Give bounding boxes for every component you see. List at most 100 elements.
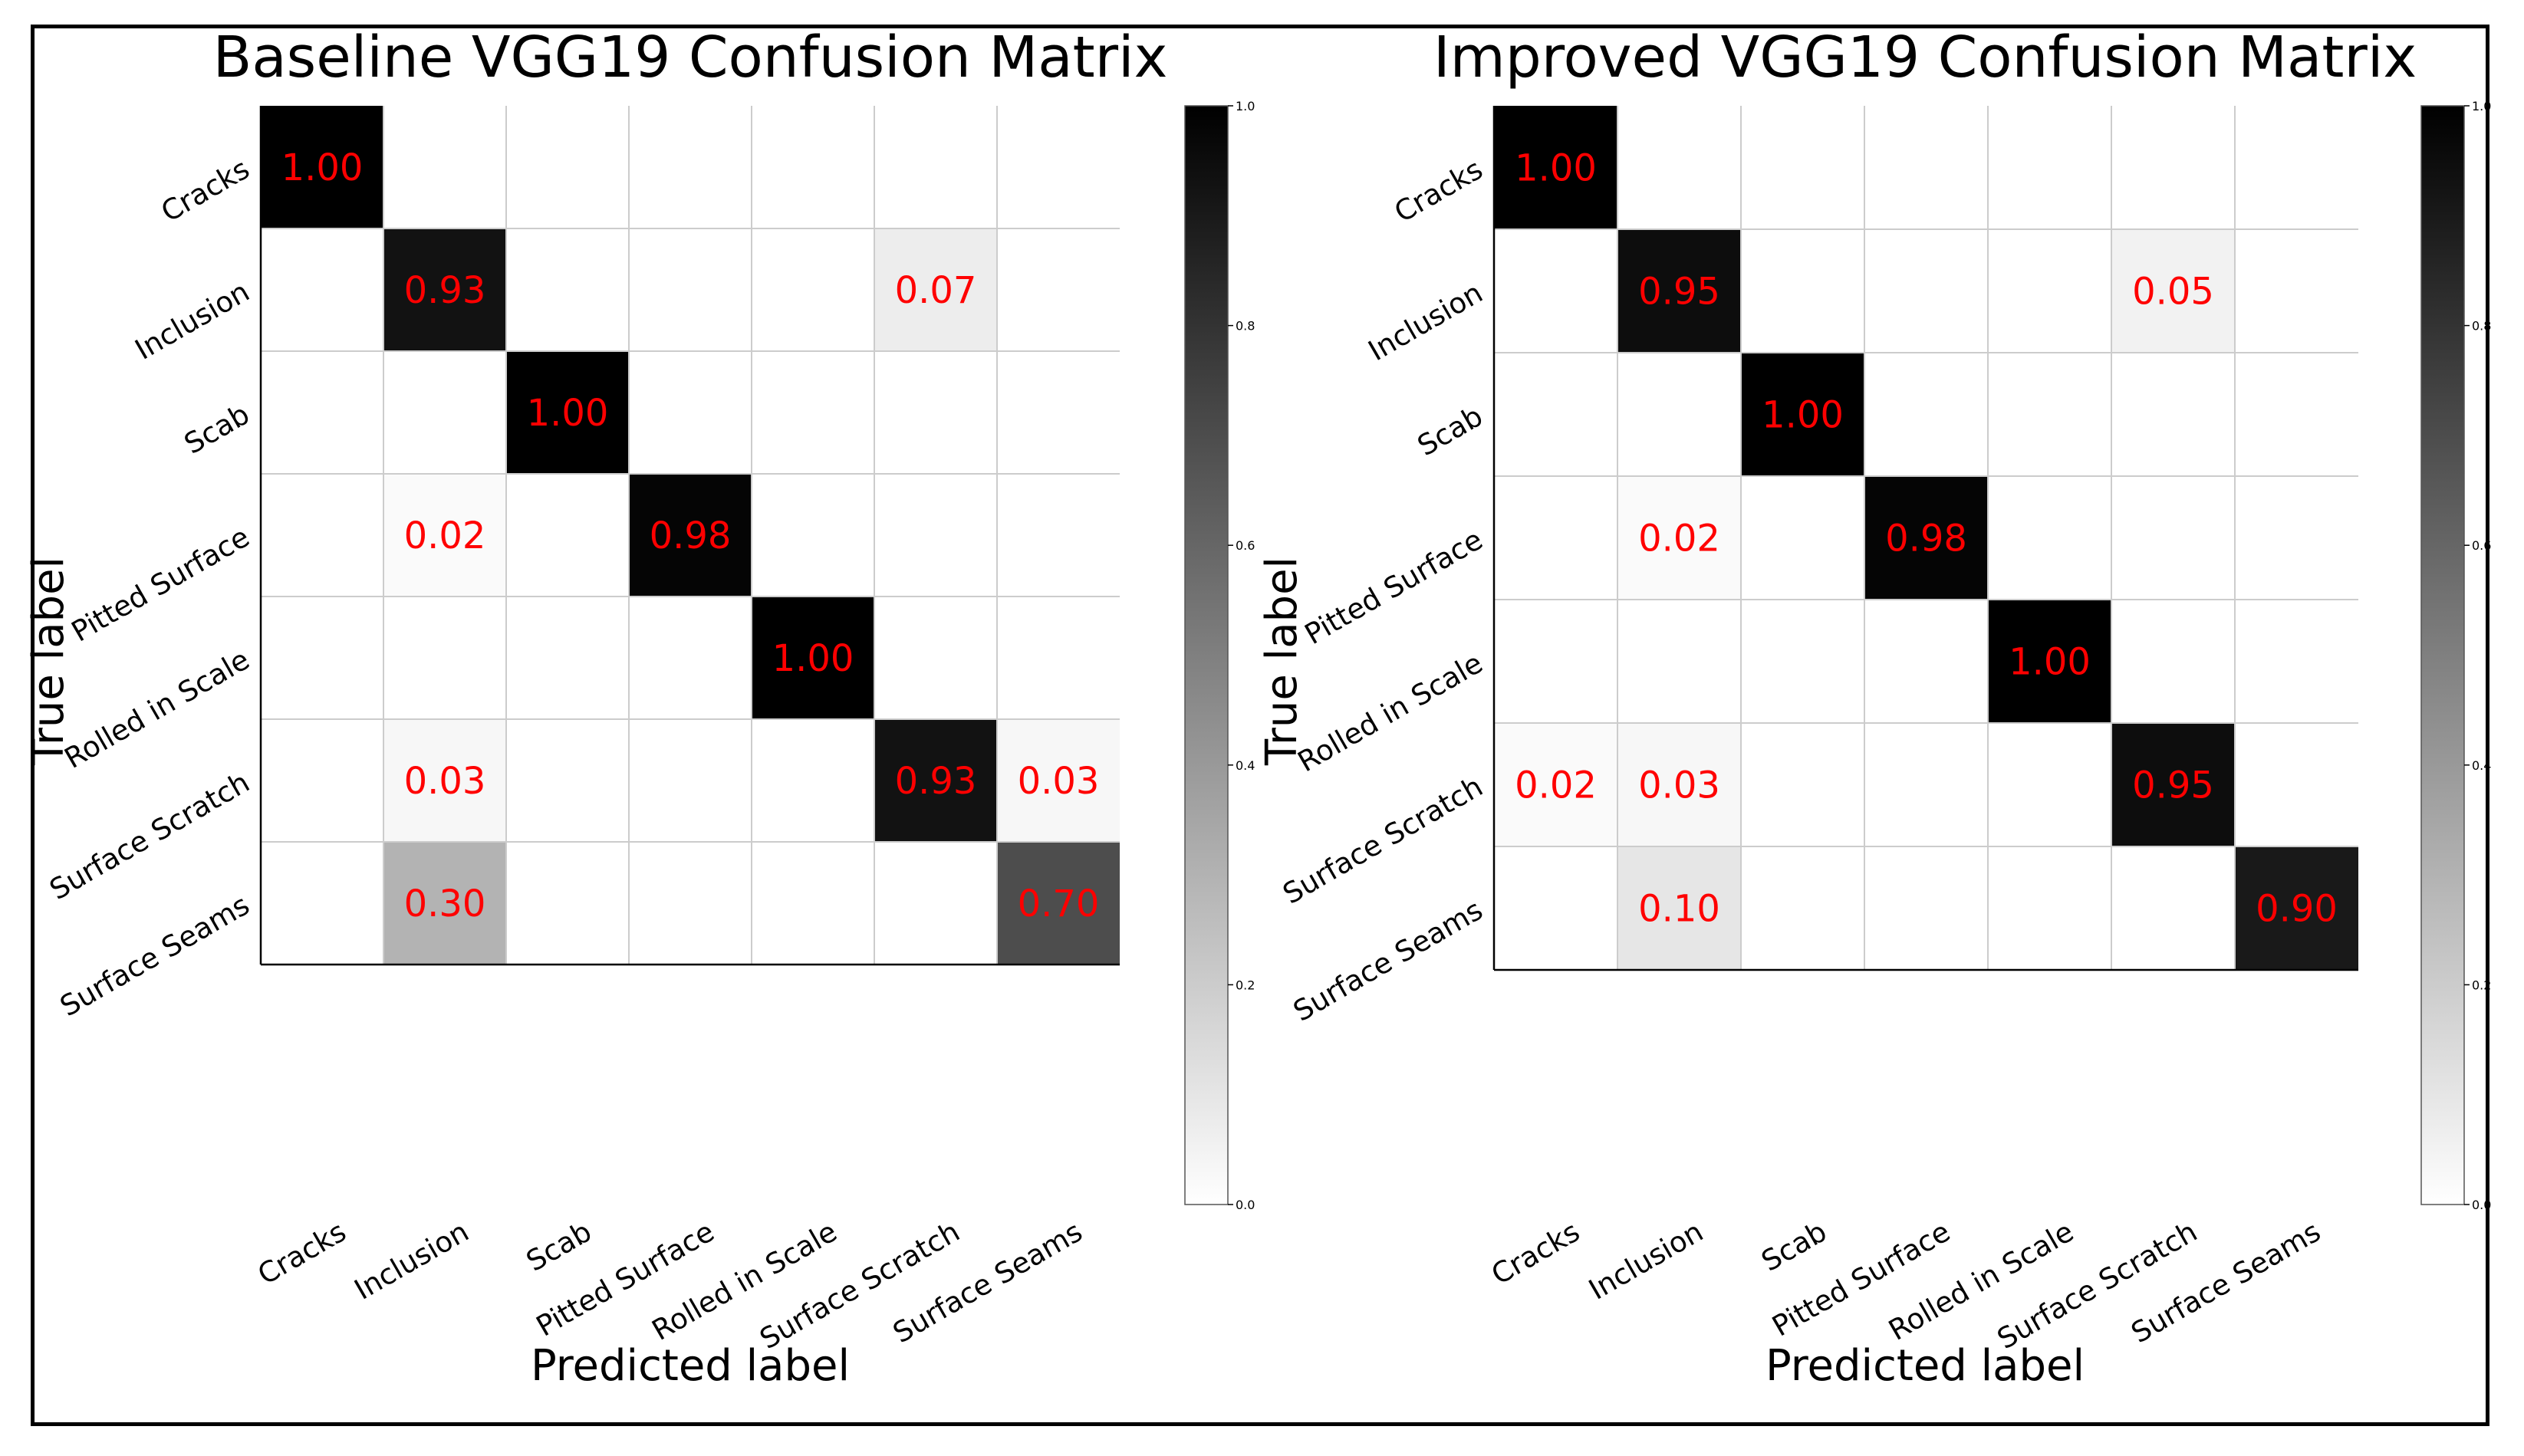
cell-value-label: 0.10 — [1638, 888, 1720, 931]
matrix-cell — [997, 719, 1120, 842]
y-tick-label: Pitted Surface — [66, 521, 255, 649]
matrix-cell — [261, 842, 383, 965]
colorbar-tick-label: 0.0 — [2472, 1198, 2491, 1212]
matrix-cell — [383, 351, 506, 474]
colorbar-tick-label: 0.0 — [1236, 1198, 1255, 1212]
colorbar-tick-label: 0.6 — [2472, 538, 2491, 553]
matrix-cell — [1494, 353, 1617, 476]
matrix-cell — [1494, 600, 1617, 723]
cell-value-label: 0.93 — [404, 269, 486, 312]
cell-value-label: 1.00 — [281, 146, 364, 189]
matrix-cell — [506, 719, 629, 842]
matrix-cell — [506, 351, 629, 474]
matrix-cell — [2235, 229, 2358, 353]
matrix-cell — [1617, 600, 1741, 723]
cell-value-label: 0.90 — [2256, 888, 2338, 931]
colorbar-tick-label: 0.2 — [2472, 978, 2491, 992]
cell-value-label: 0.95 — [2132, 764, 2214, 807]
matrix-cell — [874, 351, 997, 474]
matrix-cell — [1617, 229, 1741, 353]
y-tick-label: Surface Seams — [1288, 893, 1488, 1028]
matrix-cell — [261, 106, 383, 228]
matrix-cell — [506, 106, 629, 228]
matrix-cell — [1988, 229, 2111, 353]
matrix-cell — [1864, 229, 1988, 353]
matrix-cell — [2111, 600, 2235, 723]
cell-value-label: 0.02 — [1638, 518, 1720, 560]
matrix-cell — [1494, 723, 1617, 846]
matrix-cell — [629, 228, 752, 351]
matrix-cell — [1494, 106, 1617, 229]
matrix-cell — [874, 597, 997, 719]
matrix-cell — [2235, 476, 2358, 600]
cell-value-label: 1.00 — [772, 637, 854, 680]
cell-value-label: 0.03 — [1018, 760, 1100, 803]
x-tick-label: Scab — [1756, 1215, 1832, 1278]
cell-value-label: 0.98 — [1885, 518, 1967, 560]
matrix-cell — [1494, 846, 1617, 970]
matrix-cell — [383, 719, 506, 842]
matrix-cell — [1741, 723, 1864, 846]
matrix-cell — [2111, 476, 2235, 600]
matrix-cell — [261, 719, 383, 842]
x-tick-label: Scab — [521, 1215, 597, 1278]
matrix-cell — [261, 351, 383, 474]
y-tick-label: Pitted Surface — [1299, 523, 1488, 651]
matrix-cell — [1741, 600, 1864, 723]
y-tick-label: Surface Scratch — [1277, 770, 1488, 911]
matrix-cell — [383, 597, 506, 719]
chart-title: Baseline VGG19 Confusion Matrix — [213, 25, 1168, 90]
colorbar — [1184, 105, 1229, 1205]
matrix-cell — [1864, 600, 1988, 723]
matrix-cell — [2111, 229, 2235, 353]
matrix-cell — [261, 228, 383, 351]
y-tick-label: Surface Scratch — [44, 766, 255, 907]
cell-value-label: 1.00 — [1515, 147, 1597, 190]
cell-value-label: 0.95 — [1638, 271, 1720, 314]
matrix-cell — [1988, 476, 2111, 600]
matrix-cell — [1494, 229, 1617, 353]
matrix-cell — [1988, 723, 2111, 846]
matrix-cell — [629, 597, 752, 719]
matrix-cell — [1617, 846, 1741, 970]
x-tick-label: Cracks — [1486, 1215, 1585, 1292]
matrix-cell — [383, 842, 506, 965]
matrix-cell — [752, 106, 874, 228]
y-tick-label: Cracks — [156, 153, 255, 229]
figure-frame — [31, 25, 2489, 1426]
cell-value-label: 0.03 — [1638, 764, 1720, 807]
matrix-cell — [1864, 106, 1988, 229]
y-tick-label: Rolled in Scale — [1292, 646, 1489, 778]
matrix-cell — [1988, 600, 2111, 723]
matrix-cell — [629, 842, 752, 965]
matrix-cell — [1617, 353, 1741, 476]
matrix-cell — [506, 228, 629, 351]
matrix-cell — [1741, 106, 1864, 229]
matrix-cell — [1988, 106, 2111, 229]
matrix-cell — [1741, 846, 1864, 970]
matrix-cell — [1617, 476, 1741, 600]
colorbar — [2420, 105, 2465, 1205]
colorbar-tick-label: 0.4 — [2472, 758, 2491, 773]
cell-value-label: 1.00 — [527, 392, 609, 435]
y-tick-label: Scab — [1412, 399, 1488, 462]
matrix-cell — [752, 474, 874, 597]
x-tick-label: Surface Scratch — [754, 1215, 965, 1356]
x-tick-label: Inclusion — [1583, 1215, 1709, 1306]
matrix-cell — [383, 106, 506, 228]
cell-value-label: 1.00 — [2009, 641, 2091, 684]
cell-value-label: 0.02 — [404, 514, 486, 557]
matrix-cell — [261, 597, 383, 719]
colorbar-tick-label: 1.0 — [1236, 99, 1255, 113]
matrix-cell — [1864, 846, 1988, 970]
y-tick-label: Cracks — [1389, 153, 1489, 229]
colorbar-tick-label: 0.2 — [1236, 978, 1255, 992]
matrix-cell — [874, 719, 997, 842]
matrix-cell — [752, 842, 874, 965]
matrix-cell — [1741, 229, 1864, 353]
matrix-cell — [261, 474, 383, 597]
cell-value-label: 1.00 — [1762, 394, 1844, 437]
matrix-cell — [874, 228, 997, 351]
confusion-matrix-baseline: 1.00 0.93 0.07 1.00 0.02 0.98 1.00 0.03 0.93 0.03… — [24, 25, 1255, 1391]
matrix-cell — [1494, 476, 1617, 600]
